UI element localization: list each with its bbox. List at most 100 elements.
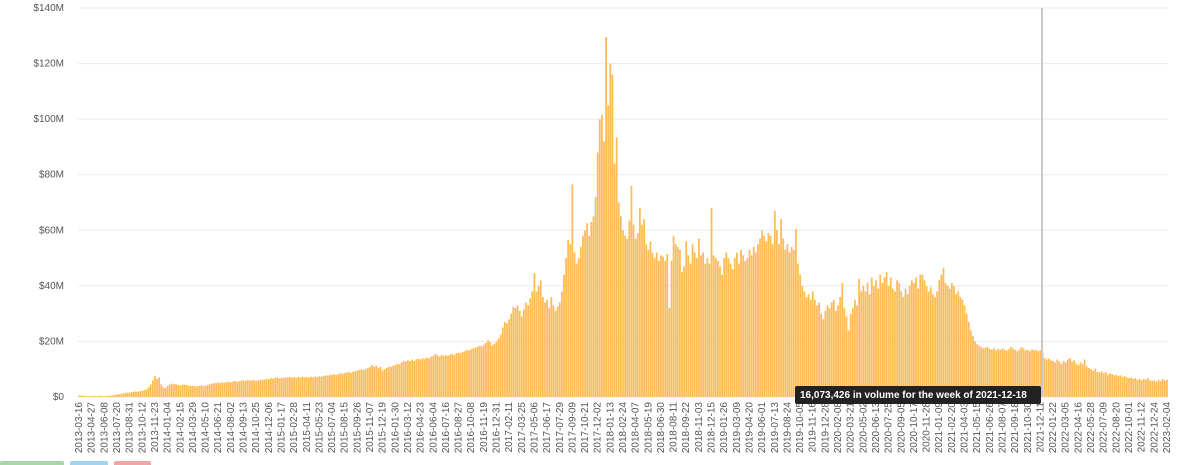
bar — [1126, 377, 1128, 397]
bar — [436, 355, 439, 397]
bar — [442, 355, 445, 397]
bar — [1107, 374, 1109, 397]
x-tick-label: 2017-07-29 — [555, 402, 566, 454]
bar — [963, 305, 966, 397]
bar — [1094, 368, 1097, 397]
bar — [297, 376, 300, 397]
x-tick-label: 2017-05-06 — [529, 402, 540, 454]
bar — [244, 380, 247, 397]
x-tick-label: 2022-12-24 — [1149, 402, 1160, 454]
bar — [681, 271, 683, 397]
bar — [78, 395, 80, 397]
bar — [1060, 363, 1063, 397]
bar — [609, 63, 612, 397]
bar — [1005, 350, 1008, 397]
bar — [101, 396, 104, 397]
bar — [301, 376, 304, 397]
bar — [773, 210, 776, 397]
bar — [360, 369, 363, 397]
bar — [225, 381, 228, 397]
x-tick-label: 2019-08-24 — [782, 402, 793, 454]
bar — [934, 296, 936, 397]
x-tick-label: 2022-10-01 — [1124, 402, 1135, 454]
x-tick-label: 2017-10-21 — [580, 402, 591, 454]
button[interactable] — [0, 461, 64, 465]
bar — [1098, 372, 1101, 397]
bar — [780, 219, 783, 397]
x-tick-label: 2021-08-07 — [997, 402, 1008, 454]
x-tick-label: 2015-07-04 — [327, 402, 338, 454]
bar — [276, 377, 279, 397]
bar — [786, 244, 789, 397]
x-tick-label: 2017-12-02 — [593, 402, 604, 454]
bar — [388, 366, 390, 397]
bar — [307, 377, 310, 397]
bar — [234, 380, 236, 397]
bar — [866, 283, 869, 397]
bar — [377, 367, 380, 397]
bar — [1092, 370, 1095, 397]
bar — [293, 377, 295, 397]
bar — [506, 323, 508, 397]
bar — [1033, 350, 1036, 397]
bar — [959, 296, 962, 397]
bar — [896, 280, 898, 397]
bar — [978, 345, 981, 397]
x-tick-label: 2016-04-23 — [416, 402, 427, 454]
button[interactable] — [70, 461, 108, 465]
bar — [409, 361, 411, 397]
bar — [219, 383, 222, 397]
x-tick-label: 2013-08-31 — [125, 402, 136, 454]
bar — [455, 353, 458, 397]
bar — [1119, 375, 1122, 397]
bar — [565, 258, 567, 397]
bar — [1130, 377, 1132, 397]
bar — [1096, 371, 1099, 397]
bar — [105, 395, 108, 397]
bar — [630, 185, 633, 397]
bar — [1149, 380, 1151, 397]
bar — [708, 263, 711, 397]
x-tick-label: 2015-08-15 — [340, 402, 351, 454]
bar — [818, 302, 820, 397]
x-tick-label: 2019-10-05 — [795, 402, 806, 454]
bar — [472, 348, 475, 397]
bar — [263, 379, 266, 397]
bar — [487, 340, 489, 397]
bar — [626, 238, 629, 397]
x-tick-label: 2018-05-19 — [643, 402, 654, 454]
bar — [476, 346, 479, 397]
bar — [1155, 381, 1158, 397]
bar — [757, 244, 759, 397]
button[interactable] — [114, 461, 151, 465]
bar — [558, 302, 561, 397]
bar — [373, 366, 376, 397]
bar — [980, 346, 983, 397]
x-tick-label: 2022-03-05 — [1061, 402, 1072, 454]
bar — [624, 235, 626, 397]
bar — [904, 288, 907, 397]
bar — [504, 321, 506, 397]
bar — [710, 208, 713, 397]
bar — [246, 379, 249, 397]
bar — [185, 385, 188, 397]
bar — [170, 383, 173, 397]
bar — [716, 260, 719, 397]
bar — [257, 380, 260, 397]
bar — [733, 258, 736, 397]
x-tick-label: 2016-06-04 — [428, 402, 439, 454]
bar — [149, 384, 152, 397]
bar — [704, 263, 707, 397]
bar — [120, 393, 123, 397]
bar — [426, 357, 428, 397]
bar — [1052, 360, 1054, 397]
bar — [1151, 380, 1154, 397]
bar — [463, 351, 466, 397]
bar — [725, 252, 728, 397]
bar — [141, 390, 144, 397]
x-tick-label: 2019-11-16 — [808, 402, 819, 453]
x-tick-label: 2014-03-29 — [188, 402, 199, 454]
bar — [419, 359, 422, 397]
bar — [729, 263, 732, 397]
bar — [345, 372, 348, 397]
